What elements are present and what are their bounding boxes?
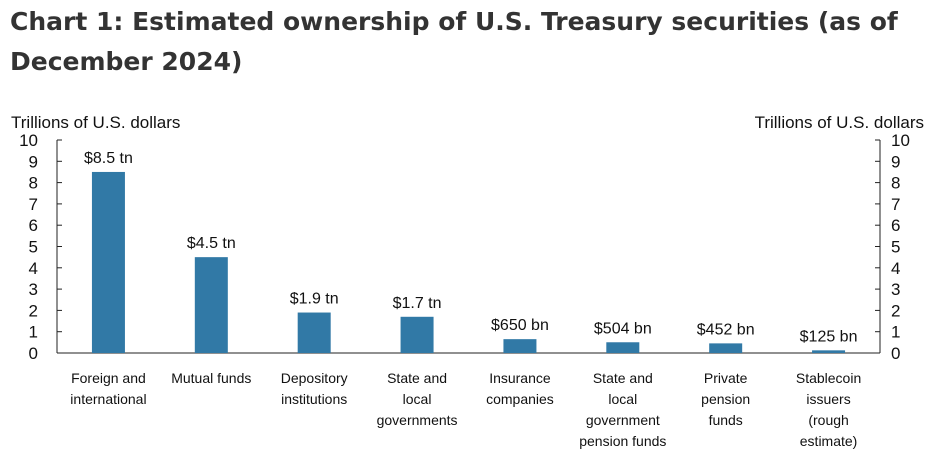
category-label: Insurance companies xyxy=(486,370,554,407)
axes: 0 0 1 1 2 2 3 3 4 4 5 5 6 6 7 7 8 8 9 9 10 10 xyxy=(19,131,910,363)
category-label-line: Depository xyxy=(281,370,348,386)
category-label-line: companies xyxy=(486,391,554,407)
bar xyxy=(194,257,228,353)
left-tick-label: 5 xyxy=(29,238,38,257)
data-label: $8.5 tn xyxy=(84,150,133,167)
left-tick-label: 9 xyxy=(29,152,38,171)
category-label: Depository institutions xyxy=(281,370,348,407)
category-label: Mutual funds xyxy=(171,370,251,386)
data-label: $650 bn xyxy=(491,317,549,334)
right-tick-label: 6 xyxy=(891,216,900,235)
category-label-line: Foreign and xyxy=(71,370,146,386)
data-label: $4.5 tn xyxy=(187,235,236,252)
category-label: State and local governments xyxy=(377,370,458,428)
data-label: $125 bn xyxy=(800,328,858,345)
right-tick-label: 7 xyxy=(891,195,900,214)
right-tick-label: 10 xyxy=(891,131,910,150)
bars xyxy=(91,171,846,353)
right-axis-unit-label: Trillions of U.S. dollars xyxy=(755,113,924,132)
category-label-line: State and xyxy=(387,370,447,386)
category-label: Stablecoin issuers (rough estimate) xyxy=(796,370,861,449)
left-tick-label: 10 xyxy=(19,131,38,150)
right-tick-label: 5 xyxy=(891,238,900,257)
bar xyxy=(400,316,434,353)
bar xyxy=(709,343,743,353)
bar xyxy=(91,171,125,353)
chart-title: Chart 1: Estimated ownership of U.S. Tre… xyxy=(10,7,898,76)
category-label-line: funds xyxy=(709,412,743,428)
bar xyxy=(812,350,846,353)
data-label: $1.9 tn xyxy=(290,291,339,308)
left-tick-label: 1 xyxy=(29,323,38,342)
category-label-line: estimate) xyxy=(800,433,858,449)
right-tick-label: 8 xyxy=(891,174,900,193)
left-axis-unit-label: Trillions of U.S. dollars xyxy=(11,113,180,132)
category-label-line: Insurance xyxy=(489,370,551,386)
category-labels: Foreign and international Mutual funds Depo… xyxy=(70,370,861,449)
category-label-line: State and xyxy=(593,370,653,386)
category-label-line: issuers xyxy=(806,391,850,407)
category-label: Private pension funds xyxy=(701,370,750,428)
left-tick-label: 2 xyxy=(29,301,38,320)
right-tick-label: 2 xyxy=(891,301,900,320)
right-tick-label: 9 xyxy=(891,152,900,171)
category-label-line: institutions xyxy=(281,391,347,407)
category-label: State and local government pension funds xyxy=(579,370,666,449)
category-label-line: Stablecoin xyxy=(796,370,861,386)
category-label-line: Private xyxy=(704,370,748,386)
left-tick-label: 8 xyxy=(29,174,38,193)
bar xyxy=(503,339,537,353)
right-tick-label: 3 xyxy=(891,280,900,299)
bar xyxy=(297,312,331,353)
category-label-line: local xyxy=(403,391,432,407)
data-labels: $8.5 tn $4.5 tn $1.9 tn $1.7 tn $650 bn $504 … xyxy=(84,150,858,345)
category-label-line: Mutual funds xyxy=(171,370,251,386)
bar xyxy=(606,342,640,353)
left-tick-label: 7 xyxy=(29,195,38,214)
left-tick-label: 0 xyxy=(29,344,38,363)
category-label-line: local xyxy=(608,391,637,407)
data-label: $452 bn xyxy=(697,321,755,338)
category-label-line: governments xyxy=(377,412,458,428)
right-tick-label: 4 xyxy=(891,259,900,278)
category-label-line: government xyxy=(586,412,660,428)
right-tick-label: 0 xyxy=(891,344,900,363)
category-label-line: pension funds xyxy=(579,433,666,449)
data-label: $504 bn xyxy=(594,320,652,337)
right-tick-label: 1 xyxy=(891,323,900,342)
category-label-line: (rough xyxy=(808,412,848,428)
left-tick-label: 4 xyxy=(29,259,38,278)
left-tick-label: 6 xyxy=(29,216,38,235)
category-label: Foreign and international xyxy=(70,370,146,407)
data-label: $1.7 tn xyxy=(393,295,442,312)
left-tick-label: 3 xyxy=(29,280,38,299)
category-label-line: pension xyxy=(701,391,750,407)
category-label-line: international xyxy=(70,391,146,407)
